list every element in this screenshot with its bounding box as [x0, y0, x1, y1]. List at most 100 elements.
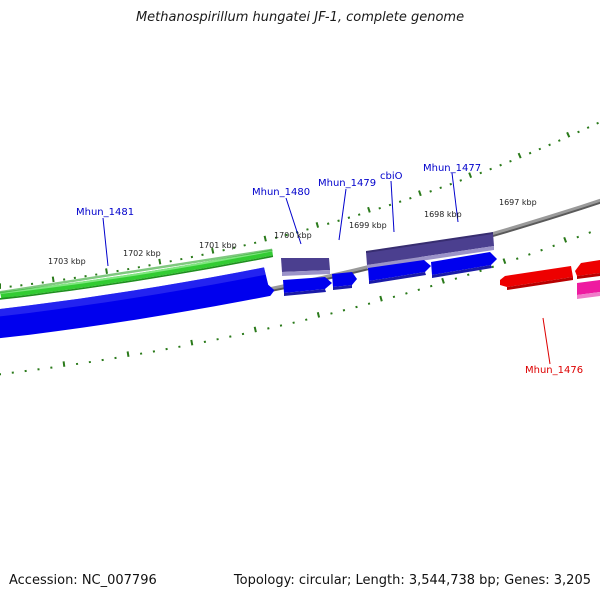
tick-major — [105, 268, 108, 274]
tick-minor — [337, 219, 340, 222]
tick-major — [158, 258, 162, 265]
gene-mhun-1481-track-highlight — [0, 249, 273, 294]
tick-minor — [347, 216, 351, 219]
tick-major — [502, 258, 507, 265]
tick-minor — [392, 295, 396, 299]
map-title: Methanospirillum hungatei JF-1, complete… — [135, 10, 465, 25]
inner-scale-ticks — [0, 231, 592, 376]
tick-major — [441, 277, 445, 284]
tick-minor — [459, 179, 463, 182]
gene-cbio-top-ink — [366, 232, 493, 253]
tick-minor — [540, 248, 543, 252]
gene-magenta-right-edge — [577, 280, 600, 295]
tick-major — [315, 222, 320, 228]
tick-minor — [326, 222, 330, 225]
tick-minor — [489, 167, 492, 171]
kbp-label-1698: 1698 kbp — [424, 210, 462, 219]
tick-minor — [306, 228, 309, 231]
tick-minor — [454, 277, 458, 280]
tick-major — [367, 206, 371, 213]
gene-cbio-bottom[interactable] — [368, 260, 431, 281]
tick-major — [563, 236, 568, 243]
gene-label-cbio[interactable]: cbiO — [380, 171, 403, 182]
tick-minor — [499, 163, 502, 167]
tick-minor — [449, 182, 453, 186]
tick-minor — [576, 235, 580, 239]
tick-minor — [253, 241, 257, 245]
tick-major — [253, 326, 257, 333]
kbp-label-1701: 1701 kbp — [199, 241, 237, 250]
tick-major — [566, 131, 571, 138]
gene-red-right-edge — [575, 260, 600, 276]
tick-minor — [479, 269, 482, 273]
tick-minor — [588, 231, 592, 234]
tick-minor — [367, 302, 371, 305]
tick-minor — [417, 288, 421, 292]
tick-major — [126, 351, 130, 357]
tick-minor — [330, 312, 333, 315]
gene-cbio-top-shadow — [367, 246, 494, 269]
gene-features — [0, 232, 600, 339]
tick-minor — [357, 213, 361, 216]
gene-mhun-1477-shadow — [432, 265, 492, 278]
gene-mhun-1480-bottom[interactable] — [283, 277, 332, 293]
kbp-label-1700: 1700 kbp — [274, 231, 312, 240]
tick-minor — [491, 265, 495, 269]
tick-minor — [378, 206, 381, 210]
tick-minor — [274, 236, 278, 239]
tick-major — [263, 235, 267, 242]
gene-label-mhun-1481[interactable]: Mhun_1481 — [76, 207, 134, 218]
leader-mhun-1477 — [451, 172, 459, 223]
tick-minor — [577, 130, 580, 134]
tick-minor — [466, 273, 470, 277]
gene-magenta-right-edge-shadow — [577, 292, 600, 299]
gene-mhun-1477[interactable] — [431, 252, 497, 275]
gene-red-right-edge-shadow — [577, 273, 600, 279]
gene-label-mhun-1477[interactable]: Mhun_1477 — [423, 163, 481, 174]
tick-minor — [509, 159, 512, 163]
tick-minor — [292, 321, 295, 324]
tick-minor — [552, 244, 555, 248]
gene-cbio-top[interactable] — [366, 233, 494, 265]
tick-minor — [429, 190, 432, 193]
leader-mhun-1481 — [102, 217, 109, 267]
tick-minor — [305, 318, 308, 321]
gene-label-mhun-1480[interactable]: Mhun_1480 — [252, 187, 310, 198]
tick-minor — [232, 246, 236, 250]
tick-minor — [538, 147, 542, 151]
outer-scale-ticks — [0, 121, 599, 289]
leader-cbio — [390, 180, 395, 233]
tick-minor — [596, 121, 599, 125]
tick-minor — [267, 327, 270, 330]
kbp-label-1703: 1703 kbp — [48, 257, 86, 266]
tick-minor — [388, 203, 392, 207]
gene-mhun-1480-top[interactable] — [281, 258, 330, 272]
gene-mhun-1476[interactable] — [500, 266, 573, 287]
tick-minor — [429, 284, 433, 288]
tick-minor — [528, 253, 531, 256]
tick-minor — [557, 139, 561, 142]
tick-minor — [243, 244, 246, 247]
tick-minor — [548, 143, 551, 147]
gene-label-mhun-1479[interactable]: Mhun_1479 — [318, 178, 376, 189]
gene-mhun-1480-bottom-shadow — [284, 289, 326, 296]
tick-major — [211, 247, 215, 254]
gene-mhun-1479[interactable] — [332, 272, 357, 287]
tick-major — [190, 339, 194, 346]
gene-mhun-1476-shadow — [507, 277, 573, 290]
tick-major — [517, 152, 522, 159]
gene-label-leaders — [102, 172, 551, 365]
tick-minor — [405, 292, 408, 295]
tick-major — [62, 361, 66, 367]
kbp-label-1699: 1699 kbp — [349, 221, 387, 230]
gene-mhun-1481-track-shadow — [0, 255, 274, 300]
leader-mhun-1479 — [338, 188, 347, 241]
gene-label-mhun-1476[interactable]: Mhun_1476 — [525, 365, 583, 376]
leader-mhun-1480 — [285, 197, 302, 245]
gene-mhun-1481-green-track-ink — [0, 248, 273, 294]
kbp-label-1702: 1702 kbp — [123, 249, 161, 258]
gene-mhun-1480-top-shadow — [282, 270, 330, 276]
gene-labels: Mhun_1481 Mhun_1480 Mhun_1479 cbiO Mhun_… — [76, 163, 583, 376]
gene-mhun-1481-blue-highlight — [0, 267, 266, 317]
